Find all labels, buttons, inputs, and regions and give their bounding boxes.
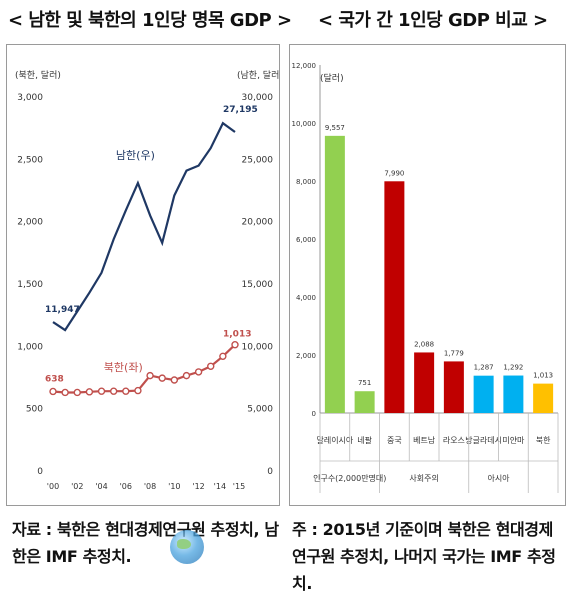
y-right-tick-label: 30,000 (242, 93, 274, 103)
data-point (85, 388, 94, 396)
data-point (122, 387, 130, 395)
bar (414, 352, 435, 413)
category-label: 중국 (387, 436, 402, 445)
y-right-tick-label: 5,000 (247, 405, 273, 415)
line-chart-panel: (북한, 달러) (남한, 달러) 0 500 1,000 1,500 2,000 2,5… (6, 44, 283, 506)
category-label: 라오스 (443, 436, 465, 445)
y-left-tick-label: 0 (37, 467, 43, 477)
data-point (182, 371, 191, 380)
end-value-label: 27,195 (223, 105, 258, 115)
y-tick-label: 2,000 (296, 352, 316, 360)
y-tick-label: 0 (312, 410, 316, 418)
bar (324, 135, 345, 414)
y-right-tick-label: 0 (267, 467, 273, 477)
bar (354, 391, 375, 413)
x-tick-label: '04 (95, 482, 107, 491)
y-right-tick-label: 20,000 (242, 218, 274, 228)
globe-icon (170, 530, 204, 564)
y-tick-label: 4,000 (296, 294, 316, 302)
bar (503, 375, 524, 413)
left-chart-title: < 남한 및 북한의 1인당 명목 GDP > (8, 10, 292, 31)
left-source-note: 자료 : 북한은 현대경제연구원 추정치, 남한은 IMF 추정치. (12, 520, 279, 566)
data-point (49, 387, 57, 396)
data-point (158, 374, 166, 382)
category-label: 북한 (536, 436, 551, 445)
x-tick-label: '14 (214, 482, 226, 491)
start-value-label: 638 (45, 374, 64, 384)
data-point (109, 387, 118, 395)
bar-chart: (달러) 0 2,000 4,000 6,000 8,000 10,000 12,000 9,… (292, 62, 559, 493)
bar (384, 181, 405, 413)
x-tick-label: '10 (168, 482, 180, 491)
bar (473, 375, 494, 413)
data-point (194, 368, 203, 376)
data-point (61, 388, 69, 397)
left-axis-unit: (북한, 달러) (15, 69, 61, 81)
data-point (231, 341, 239, 349)
x-tick-label: '12 (192, 482, 204, 491)
x-tick-label: '08 (144, 482, 156, 491)
y-tick-label: 12,000 (292, 62, 317, 70)
start-value-label: 11,947 (45, 305, 80, 315)
data-point (219, 352, 227, 361)
right-footnote: 주 : 2015년 기준이며 북한은 현대경제연구원 추정치, 나머지 국가는 … (292, 520, 556, 593)
bar-value-label: 2,088 (414, 340, 434, 348)
data-point (170, 376, 179, 384)
y-left-tick-label: 3,000 (17, 93, 43, 103)
end-value-label: 1,013 (223, 330, 251, 340)
data-point (134, 386, 142, 395)
category-label: 베트남 (413, 436, 436, 445)
right-axis-unit: (남한, 달러) (237, 69, 279, 81)
bar-value-label: 1,292 (503, 364, 523, 372)
data-point (97, 387, 106, 395)
bar-value-label: 1,013 (533, 372, 553, 380)
category-label: 말레이시아 (316, 435, 353, 445)
x-tick-label: '02 (71, 482, 83, 491)
bar-value-label: 1,779 (444, 349, 464, 357)
series-name-label: 북한(좌) (104, 361, 143, 374)
data-point (207, 362, 215, 370)
group-label: 인구수(2,000만명대) (313, 473, 386, 483)
bar-value-label: 7,990 (384, 169, 404, 177)
series-line (52, 121, 236, 332)
y-left-tick-label: 2,500 (17, 155, 43, 165)
y-right-tick-label: 25,000 (242, 155, 274, 165)
series-name-label: 남한(우) (116, 149, 155, 162)
data-point (146, 371, 154, 380)
series-line (52, 343, 236, 394)
data-point (73, 388, 81, 397)
y-left-tick-label: 500 (26, 405, 43, 415)
y-right-tick-label: 10,000 (242, 342, 274, 352)
group-label: 사회주의 (409, 473, 438, 483)
bar-value-label: 9,557 (325, 124, 345, 132)
x-tick-label: '06 (120, 482, 132, 491)
category-label: 네팔 (357, 435, 372, 445)
x-tick-label: '15 (233, 482, 245, 491)
bar (533, 383, 554, 413)
bar-chart-panel: (달러) 0 2,000 4,000 6,000 8,000 10,000 12,000 9,… (289, 44, 566, 506)
right-chart-title: < 국가 간 1인당 GDP 비교 > (318, 10, 548, 31)
line-chart: (북한, 달러) (남한, 달러) 0 500 1,000 1,500 2,000 2,5… (15, 69, 283, 491)
y-tick-label: 10,000 (292, 120, 317, 128)
y-tick-label: 6,000 (296, 236, 316, 244)
bar-value-label: 1,287 (474, 364, 494, 372)
y-left-tick-label: 2,000 (17, 218, 43, 228)
y-right-tick-label: 15,000 (242, 280, 274, 290)
bar-axis-unit: (달러) (320, 72, 344, 84)
bar-value-label: 751 (358, 379, 371, 387)
bar (443, 361, 464, 413)
y-left-tick-label: 1,500 (17, 280, 43, 290)
category-label: 미얀마 (502, 435, 525, 445)
x-tick-label: '00 (47, 482, 59, 491)
y-left-tick-label: 1,000 (17, 342, 43, 352)
y-tick-label: 8,000 (296, 178, 316, 186)
group-label: 아시아 (487, 473, 510, 483)
category-label: 방글라데시 (465, 435, 502, 445)
